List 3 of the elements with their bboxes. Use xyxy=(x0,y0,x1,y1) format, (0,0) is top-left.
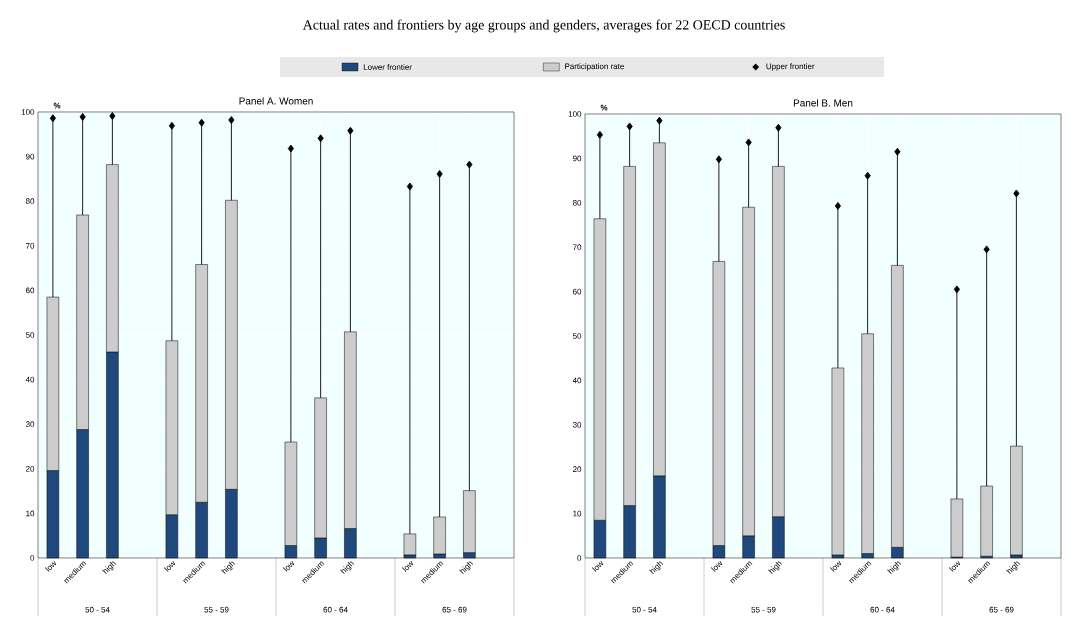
chart-subtitle: Panel A. Women xyxy=(239,97,313,105)
chart-subtitle: Panel B. Men xyxy=(793,99,853,107)
text: Actual rates and frontiers by age groups and genders, averages for 22 OECD countries xyxy=(302,19,785,33)
